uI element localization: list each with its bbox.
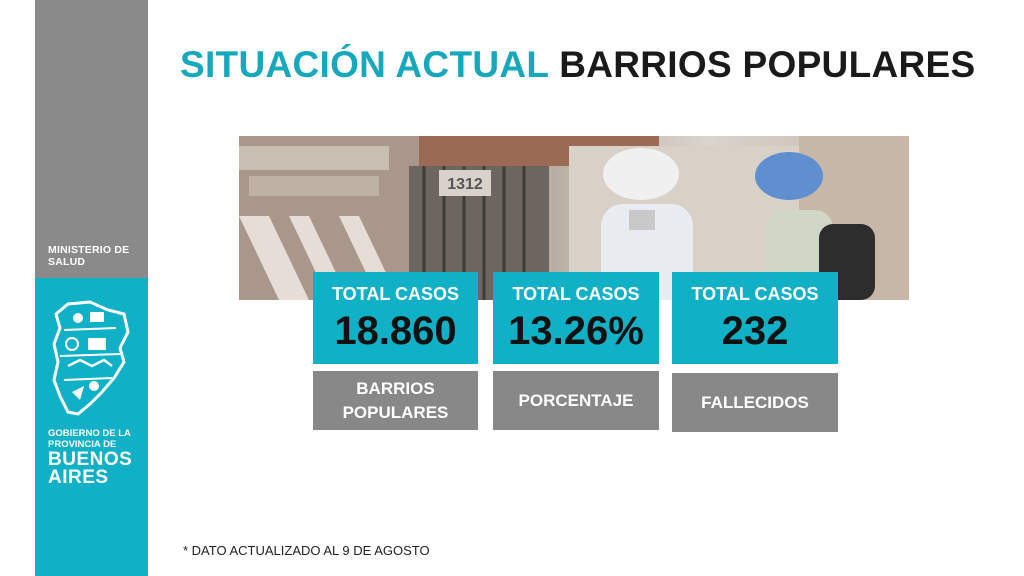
stat-card-porcentaje: TOTAL CASOS 13.26% [493, 272, 659, 364]
page-title: SITUACIÓN ACTUAL BARRIOS POPULARES [180, 44, 975, 86]
stat-card-fallecidos: TOTAL CASOS 232 [672, 272, 838, 364]
stat-label: TOTAL CASOS [512, 284, 640, 304]
gov-line-2: PROVINCIA DE [48, 439, 117, 450]
stat-label: TOTAL CASOS [691, 284, 819, 304]
gov-line-buenos: BUENOS [48, 449, 133, 470]
title-part-accent: SITUACIÓN ACTUAL [180, 44, 549, 85]
sidebar-gray-block: MINISTERIO DE SALUD [35, 0, 148, 278]
stat-value: 13.26% [508, 309, 644, 353]
stat-card-total-barrios: TOTAL CASOS 18.860 [313, 272, 478, 364]
ministry-label: MINISTERIO DE SALUD [48, 244, 130, 268]
stat-value: 18.860 [334, 309, 457, 353]
sidebar-brand-block: GOBIERNO DE LA PROVINCIA DE BUENOS AIRES [35, 278, 148, 576]
stat-caption-barrios: BARRIOS POPULARES [313, 371, 478, 430]
gov-line-aires: AIRES [48, 467, 109, 488]
stat-label: TOTAL CASOS [331, 284, 459, 304]
house-number: 1312 [447, 176, 483, 193]
footnote: * DATO ACTUALIZADO AL 9 DE AGOSTO [183, 543, 430, 558]
stat-value: 232 [721, 309, 789, 353]
stat-caption-fallecidos: FALLECIDOS [672, 373, 838, 432]
buenos-aires-province-map-icon [52, 300, 130, 416]
gov-line-1: GOBIERNO DE LA [48, 428, 131, 439]
title-part-main: BARRIOS POPULARES [559, 44, 976, 85]
stat-caption-porcentaje: PORCENTAJE [493, 371, 659, 430]
